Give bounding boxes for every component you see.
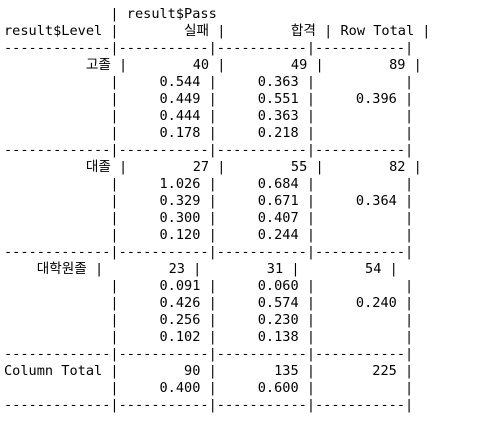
crosstab-row-graduate-count: 대학원졸 | 23 | 31 | 54 | [4, 261, 398, 277]
crosstab-row-highschool-totalprop: | 0.178 | 0.218 | | [4, 125, 414, 141]
crosstab-row-college-colprop: | 0.300 | 0.407 | | [4, 210, 414, 226]
crosstab-row-graduate-rowprop: | 0.426 | 0.574 | 0.240 | [4, 295, 414, 311]
crosstab-row-highschool-chisq: | 0.544 | 0.363 | | [4, 74, 414, 90]
crosstab-column-total-prop: | 0.400 | 0.600 | | [4, 380, 414, 396]
crosstab-row-college-totalprop: | 0.120 | 0.244 | | [4, 227, 414, 243]
crosstab-separator: -------------|-----------|-----------|--… [4, 346, 414, 362]
crosstab-row-highschool-rowprop: | 0.449 | 0.551 | 0.396 | [4, 91, 414, 107]
crosstab-row-highschool-colprop: | 0.444 | 0.363 | | [4, 108, 414, 124]
crosstab-row-graduate-colprop: | 0.256 | 0.230 | | [4, 312, 414, 328]
crosstab-separator: -------------|-----------|-----------|--… [4, 244, 414, 260]
crosstab-header-pass: | result$Pass [4, 6, 217, 22]
crosstab-output: | result$Pass result$Level | 실패 | 합격 | Ro… [4, 6, 431, 414]
crosstab-separator: -------------|-----------|-----------|--… [4, 142, 414, 158]
crosstab-column-total-count: Column Total | 90 | 135 | 225 | [4, 363, 414, 379]
crosstab-row-graduate-chisq: | 0.091 | 0.060 | | [4, 278, 414, 294]
crosstab-separator: -------------|-----------|-----------|--… [4, 397, 414, 413]
crosstab-row-college-rowprop: | 0.329 | 0.671 | 0.364 | [4, 193, 414, 209]
crosstab-separator: -------------|-----------|-----------|--… [4, 40, 414, 56]
crosstab-row-college-count: 대졸 | 27 | 55 | 82 | [4, 159, 422, 175]
crosstab-header-columns: result$Level | 실패 | 합격 | Row Total | [4, 23, 431, 39]
crosstab-row-graduate-totalprop: | 0.102 | 0.138 | | [4, 329, 414, 345]
crosstab-row-highschool-count: 고졸 | 40 | 49 | 89 | [4, 57, 422, 73]
crosstab-row-college-chisq: | 1.026 | 0.684 | | [4, 176, 414, 192]
